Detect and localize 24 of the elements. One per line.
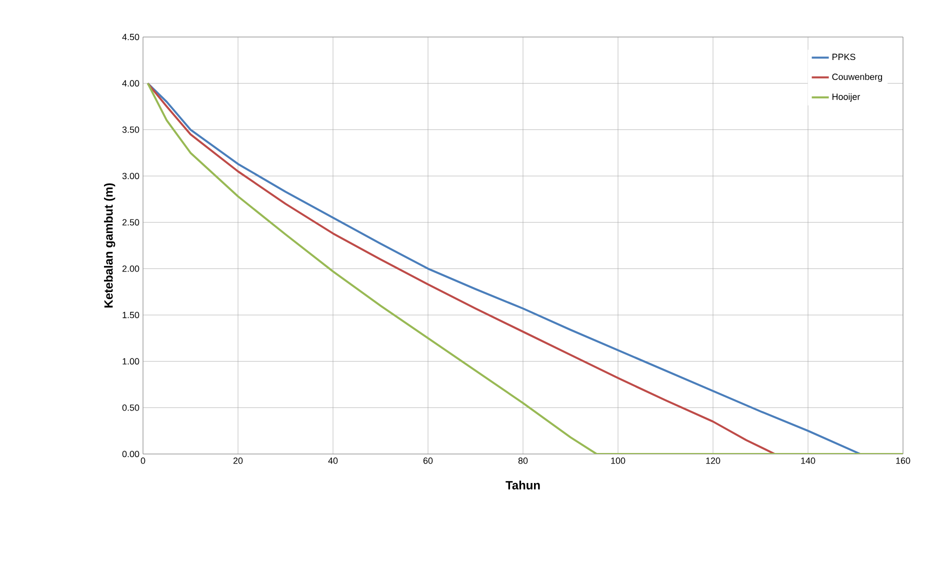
x-tick-label: 60 <box>423 458 433 464</box>
x-tick-label: 40 <box>328 458 338 464</box>
x-tick-label: 140 <box>801 458 816 464</box>
legend-label: Hooijer <box>832 93 860 102</box>
x-tick-label: 80 <box>518 458 528 464</box>
y-tick-label: 3.50 <box>122 126 140 133</box>
legend-label: Couwenberg <box>832 73 882 82</box>
y-tick-label: 0.50 <box>122 404 140 411</box>
x-axis-title: Tahun <box>506 480 540 490</box>
x-tick-label: 20 <box>233 458 243 464</box>
y-tick-label: 4.00 <box>122 80 140 87</box>
x-tick-label: 160 <box>896 458 910 464</box>
y-tick-label: 1.50 <box>122 312 140 318</box>
y-tick-label: 4.50 <box>122 34 140 40</box>
y-axis-title: Ketebalan gambut (m) <box>104 183 116 308</box>
legend-label: PPKS <box>832 54 856 60</box>
x-tick-label: 120 <box>706 458 720 464</box>
y-tick-label: 1.00 <box>122 358 140 365</box>
y-tick-label: 2.00 <box>122 265 140 272</box>
y-tick-label: 0.00 <box>122 450 140 458</box>
y-tick-label: 2.50 <box>122 219 140 226</box>
x-tick-label: 100 <box>611 458 626 464</box>
x-tick-label: 0 <box>140 458 146 464</box>
y-tick-label: 3.00 <box>122 172 140 180</box>
